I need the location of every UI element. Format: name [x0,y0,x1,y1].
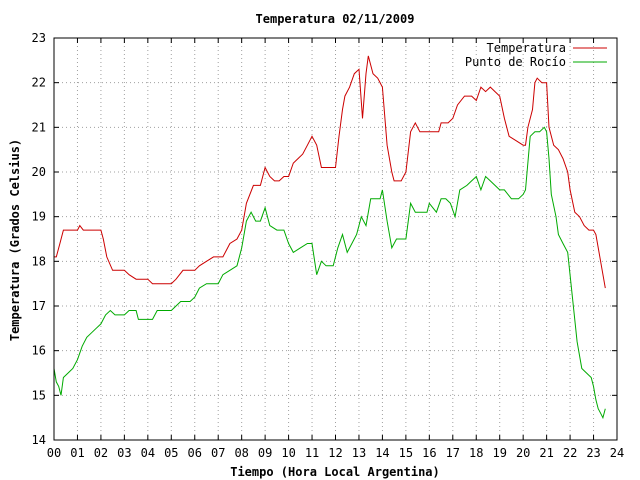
x-tick-label: 20 [516,446,530,460]
series-line-temperatura [54,55,606,289]
chart-ticks [53,37,618,441]
y-tick-label: 20 [32,165,46,179]
x-tick-label: 10 [281,446,295,460]
x-tick-label: 12 [328,446,342,460]
y-tick-label: 18 [32,254,46,268]
chart-tick-labels: 00 01 02 03 04 05 06 07 08 09 10 11 12 13 14 15 16 17 18 19… [32,31,625,460]
x-tick-label: 06 [188,446,202,460]
x-tick-label: 22 [563,446,577,460]
x-tick-label: 05 [164,446,178,460]
x-tick-label: 01 [70,446,84,460]
x-tick-label: 19 [492,446,506,460]
chart-legend: Temperatura Punto de Rocío [465,41,607,69]
y-tick-label: 21 [32,120,46,134]
x-tick-label: 08 [234,446,248,460]
y-tick-label: 16 [32,344,46,358]
x-tick-label: 09 [258,446,272,460]
x-tick-label: 07 [211,446,225,460]
x-tick-label: 24 [610,446,624,460]
x-tick-label: 17 [446,446,460,460]
y-tick-label: 17 [32,299,46,313]
x-tick-label: 16 [422,446,436,460]
x-tick-label: 02 [94,446,108,460]
y-tick-label: 14 [32,433,46,447]
y-tick-label: 22 [32,76,46,90]
x-tick-label: 18 [469,446,483,460]
legend-label-temperatura: Temperatura [487,41,566,55]
series-line-punto-de-rocio [53,126,606,420]
chart-title: Temperatura 02/11/2009 [256,12,415,26]
x-tick-label: 23 [586,446,600,460]
x-tick-label: 15 [399,446,413,460]
chart-grid [54,38,617,440]
y-tick-label: 15 [32,388,46,402]
x-tick-label: 11 [305,446,319,460]
x-tick-label: 21 [539,446,553,460]
x-tick-label: 04 [141,446,155,460]
chart-series [53,55,606,420]
legend-label-punto-de-rocio: Punto de Rocío [465,55,566,69]
x-axis-label: Tiempo (Hora Local Argentina) [230,465,440,479]
y-tick-label: 23 [32,31,46,45]
x-tick-label: 14 [375,446,389,460]
x-tick-label: 00 [47,446,61,460]
y-tick-label: 19 [32,210,46,224]
x-tick-label: 03 [117,446,131,460]
y-axis-label: Temperatura (Grados Celsius) [8,139,22,341]
x-tick-label: 13 [352,446,366,460]
